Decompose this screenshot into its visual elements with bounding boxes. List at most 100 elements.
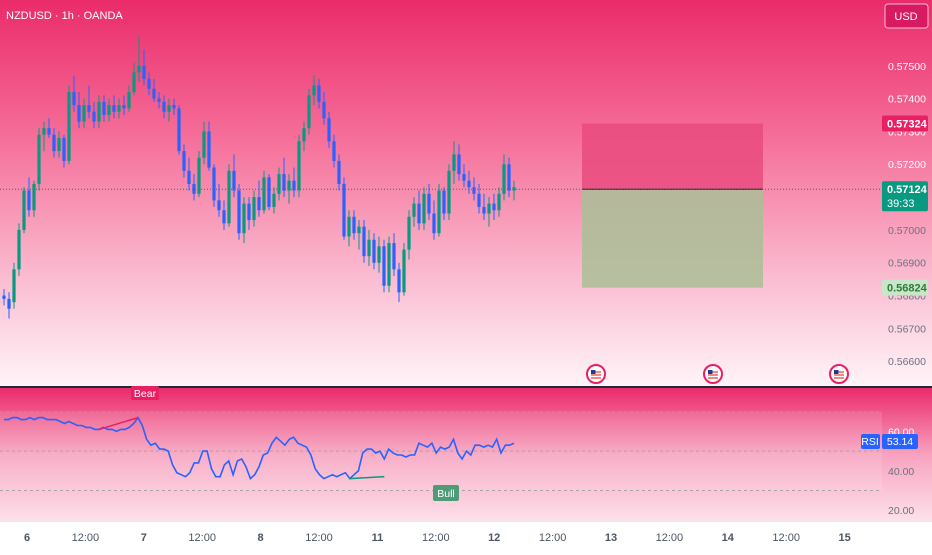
candle[interactable]: [172, 98, 176, 115]
candle[interactable]: [392, 233, 396, 276]
candle[interactable]: [432, 200, 436, 240]
candle[interactable]: [107, 98, 111, 122]
candle[interactable]: [267, 174, 271, 211]
candle[interactable]: [67, 85, 71, 165]
candle[interactable]: [507, 157, 511, 198]
candle[interactable]: [512, 180, 516, 201]
candle[interactable]: [157, 92, 161, 109]
candle[interactable]: [357, 220, 361, 250]
candle[interactable]: [262, 170, 266, 214]
us-flag-icon[interactable]: [703, 364, 723, 384]
take-profit-zone[interactable]: [582, 189, 763, 288]
candle[interactable]: [312, 75, 316, 106]
candle[interactable]: [347, 210, 351, 247]
candle[interactable]: [42, 121, 46, 152]
candle[interactable]: [97, 95, 101, 129]
candle[interactable]: [477, 183, 481, 214]
rsi-line[interactable]: [4, 416, 515, 480]
us-flag-icon[interactable]: [586, 364, 606, 384]
candle[interactable]: [352, 210, 356, 240]
symbol-title[interactable]: NZDUSD · 1h · OANDA: [6, 10, 123, 22]
candlestick-series[interactable]: [2, 36, 516, 319]
candle[interactable]: [342, 177, 346, 240]
candle[interactable]: [27, 177, 31, 217]
candle[interactable]: [297, 134, 301, 198]
candle[interactable]: [327, 111, 331, 148]
us-flag-icon[interactable]: [829, 364, 849, 384]
candle[interactable]: [77, 92, 81, 129]
candle[interactable]: [337, 154, 341, 191]
candle[interactable]: [162, 95, 166, 119]
candle[interactable]: [307, 88, 311, 135]
candle[interactable]: [177, 105, 181, 155]
currency-button[interactable]: USD: [884, 3, 929, 29]
price-axis[interactable]: 0.575000.574000.573000.572000.570000.569…: [888, 61, 926, 368]
candle[interactable]: [52, 128, 56, 158]
candle[interactable]: [207, 121, 211, 171]
candle[interactable]: [237, 183, 241, 240]
candle[interactable]: [427, 183, 431, 221]
candle[interactable]: [502, 154, 506, 201]
candle[interactable]: [242, 197, 246, 244]
candle[interactable]: [87, 85, 91, 119]
candle[interactable]: [462, 164, 466, 188]
candle[interactable]: [362, 220, 366, 263]
candle[interactable]: [32, 180, 36, 217]
candle[interactable]: [372, 233, 376, 270]
candle[interactable]: [497, 187, 501, 217]
candle[interactable]: [142, 49, 146, 86]
candle[interactable]: [437, 183, 441, 237]
candle[interactable]: [147, 72, 151, 96]
candle[interactable]: [282, 157, 286, 198]
event-flags[interactable]: [586, 364, 849, 384]
candle[interactable]: [402, 243, 406, 296]
candle[interactable]: [302, 121, 306, 152]
candle[interactable]: [397, 262, 401, 303]
candle[interactable]: [17, 223, 21, 276]
candle[interactable]: [487, 197, 491, 227]
candle[interactable]: [472, 177, 476, 201]
candle[interactable]: [407, 210, 411, 260]
candle[interactable]: [377, 236, 381, 273]
candle[interactable]: [457, 144, 461, 181]
candle[interactable]: [37, 128, 41, 191]
candle[interactable]: [222, 200, 226, 230]
candle[interactable]: [92, 101, 96, 129]
candle[interactable]: [217, 183, 221, 217]
candle[interactable]: [57, 131, 61, 158]
candle[interactable]: [102, 95, 106, 122]
candle[interactable]: [12, 262, 16, 309]
candle[interactable]: [122, 95, 126, 115]
candle[interactable]: [22, 187, 26, 234]
stop-loss-zone[interactable]: [582, 123, 763, 190]
candle[interactable]: [417, 190, 421, 230]
candle[interactable]: [2, 289, 6, 306]
candle[interactable]: [387, 236, 391, 293]
candle[interactable]: [422, 187, 426, 230]
candle[interactable]: [482, 193, 486, 221]
candle[interactable]: [492, 193, 496, 221]
candle[interactable]: [117, 98, 121, 119]
candle[interactable]: [152, 78, 156, 102]
candle[interactable]: [317, 78, 321, 109]
candle[interactable]: [127, 85, 131, 112]
candle[interactable]: [447, 164, 451, 221]
candle[interactable]: [62, 134, 66, 168]
candle[interactable]: [247, 197, 251, 230]
candle[interactable]: [412, 197, 416, 227]
candle[interactable]: [182, 144, 186, 178]
candle[interactable]: [367, 229, 371, 267]
candle[interactable]: [332, 134, 336, 168]
candle[interactable]: [167, 98, 171, 122]
candle[interactable]: [112, 95, 116, 119]
candle[interactable]: [272, 187, 276, 214]
time-axis[interactable]: 6 12:00 7 12:00 8 12:00 11 12:00 12 12:00 13 12:00 1…: [24, 532, 851, 544]
candle[interactable]: [442, 187, 446, 221]
candle[interactable]: [232, 154, 236, 198]
candle[interactable]: [192, 174, 196, 201]
candle[interactable]: [292, 167, 296, 198]
candle[interactable]: [132, 62, 136, 96]
candle[interactable]: [382, 239, 386, 293]
candle[interactable]: [137, 36, 141, 83]
candle[interactable]: [47, 118, 51, 138]
